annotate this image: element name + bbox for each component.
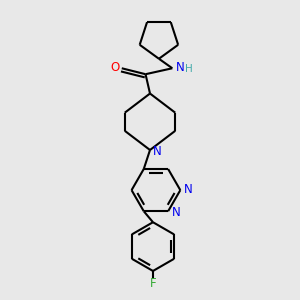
Text: N: N bbox=[184, 183, 193, 196]
Text: N: N bbox=[176, 61, 185, 74]
Text: H: H bbox=[185, 64, 193, 74]
Text: N: N bbox=[153, 145, 162, 158]
Text: O: O bbox=[111, 61, 120, 74]
Text: F: F bbox=[150, 277, 156, 290]
Text: N: N bbox=[172, 206, 181, 219]
